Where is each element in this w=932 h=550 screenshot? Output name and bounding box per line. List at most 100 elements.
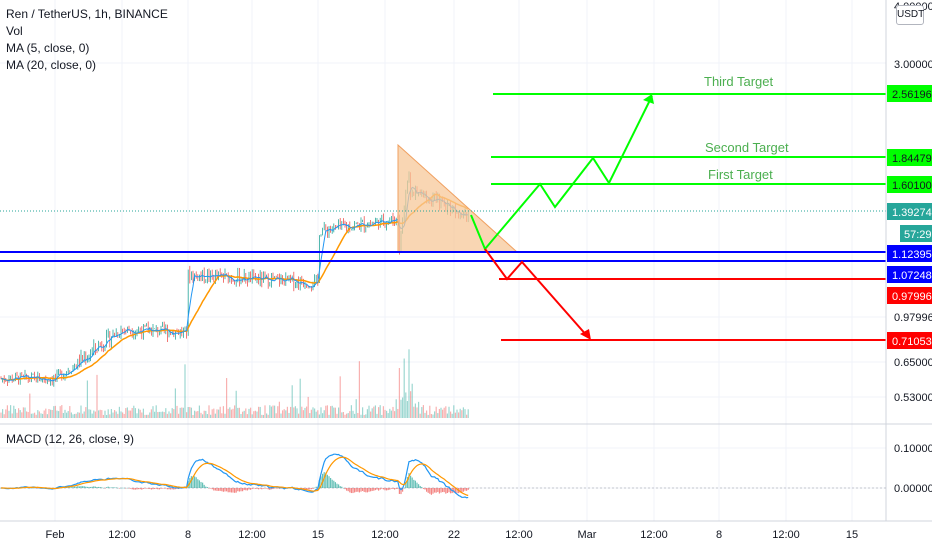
macd-histogram-bar <box>466 488 468 491</box>
volume-bar <box>13 405 15 418</box>
volume-bar <box>48 408 50 418</box>
volume-bar <box>128 410 130 418</box>
volume-bar <box>144 414 146 418</box>
macd-histogram-bar <box>312 488 314 489</box>
countdown-text: 57:29 <box>904 229 932 241</box>
macd-histogram-bar <box>267 488 269 490</box>
macd-histogram-bar <box>88 486 90 488</box>
badge-current-price: 1.39274 <box>887 203 932 220</box>
macd-histogram-bar <box>394 488 396 490</box>
volume-bar <box>445 406 447 418</box>
macd-histogram-bar <box>94 486 96 488</box>
volume-bar <box>32 413 34 418</box>
macd-histogram-bar <box>165 488 167 489</box>
volume-bar <box>18 408 20 418</box>
volume-bar <box>346 413 348 418</box>
volume-bar <box>267 414 269 418</box>
volume-bar <box>370 411 372 418</box>
triangle-pattern[interactable] <box>397 143 519 253</box>
volume-bar <box>98 410 100 418</box>
symbol-title[interactable]: Ren / TetherUS, 1h, BINANCE <box>6 7 168 21</box>
volume-bar <box>118 406 120 418</box>
macd-histogram-bar <box>314 487 316 489</box>
macd-histogram-bar <box>118 488 120 489</box>
macd-histogram-bar <box>434 488 436 493</box>
volume-bar <box>46 414 48 418</box>
volume-bar <box>123 413 125 418</box>
badge-third-target: 2.56196 <box>887 85 932 102</box>
macd-histogram-bar <box>421 486 423 488</box>
volume-bar <box>96 374 98 418</box>
macd-histogram-bar <box>224 488 226 492</box>
macd-histogram-bar <box>334 482 336 488</box>
x-tick-label: 12:00 <box>371 529 399 541</box>
macd-histogram-bar <box>98 486 100 488</box>
volume-bar <box>454 412 456 418</box>
macd-histogram-bar <box>82 486 84 488</box>
volume-bar <box>99 409 101 418</box>
ma5-legend[interactable]: MA (5, close, 0) <box>6 41 90 55</box>
currency-button[interactable]: USDT <box>896 5 924 25</box>
volume-bar <box>371 408 373 418</box>
volume-bar <box>298 413 300 418</box>
volume-bar <box>192 414 194 418</box>
macd-histogram-bar <box>258 488 260 490</box>
volume-legend[interactable]: Vol <box>6 24 23 38</box>
volume-bar <box>328 414 330 418</box>
macd-histogram-bar <box>138 488 140 490</box>
macd-histogram-bar <box>154 488 156 489</box>
macd-legend[interactable]: MACD (12, 26, close, 9) <box>6 432 135 446</box>
time-axis[interactable]: Feb 12:00 8 12:00 15 12:00 22 12:00 Mar 12:00 8 12:… <box>46 529 859 541</box>
macd-histogram-bar <box>358 488 360 493</box>
macd-histogram-bar <box>251 488 253 489</box>
volume-bar <box>10 405 12 418</box>
volume-bar <box>333 407 335 418</box>
volume-bar <box>381 414 383 418</box>
volume-bar <box>296 408 298 418</box>
volume-bar <box>331 405 333 418</box>
macd-histogram-bar <box>259 488 261 489</box>
macd-histogram-bar <box>80 485 82 488</box>
volume-bar <box>176 405 178 418</box>
y-tick-080: 0.97996 <box>894 312 932 324</box>
x-tick-label: 15 <box>846 529 858 541</box>
macd-histogram-bar <box>136 488 138 490</box>
volume-bar <box>5 409 7 418</box>
macd-histogram-bar <box>266 488 268 489</box>
x-tick-label: Mar <box>578 529 597 541</box>
badge-second-target: 1.84479 <box>887 149 932 166</box>
macd-histogram-bar <box>446 488 448 493</box>
badge-first-target: 1.60100 <box>887 176 932 193</box>
volume-bar <box>133 405 135 418</box>
volume-bar <box>227 408 229 418</box>
bullish-projection-path[interactable] <box>470 95 653 251</box>
volume-bar <box>216 409 218 418</box>
volume-bar <box>350 405 352 418</box>
bearish-projection-path[interactable] <box>484 248 589 338</box>
volume-bar <box>94 411 96 418</box>
volume-bar <box>134 408 136 418</box>
macd-histogram-bar <box>344 488 346 490</box>
badge-support-lower-text: 1.07248 <box>892 270 932 282</box>
macd-histogram-bar <box>128 488 130 489</box>
volume-bar <box>413 406 415 418</box>
macd-histogram-bar <box>202 482 204 488</box>
y-tick-065: 0.65000 <box>894 357 932 369</box>
bullish-arrow-head <box>643 94 654 104</box>
x-tick-label: 15 <box>312 529 324 541</box>
volume-bar <box>155 405 157 418</box>
volume-bar <box>146 414 148 418</box>
volume-bar <box>179 407 181 418</box>
macd-histogram-bar <box>126 487 128 489</box>
volume-bar <box>250 407 252 418</box>
macd-histogram-bar <box>354 488 356 493</box>
ma20-legend[interactable]: MA (20, close, 0) <box>6 58 97 72</box>
macd-histogram-bar <box>454 488 456 494</box>
volume-bar <box>230 409 232 418</box>
volume-bar <box>427 414 429 418</box>
macd-histogram-bar <box>200 481 202 488</box>
volume-bar <box>130 410 132 418</box>
volume-bar <box>170 413 172 418</box>
x-tick-label: 8 <box>185 529 191 541</box>
